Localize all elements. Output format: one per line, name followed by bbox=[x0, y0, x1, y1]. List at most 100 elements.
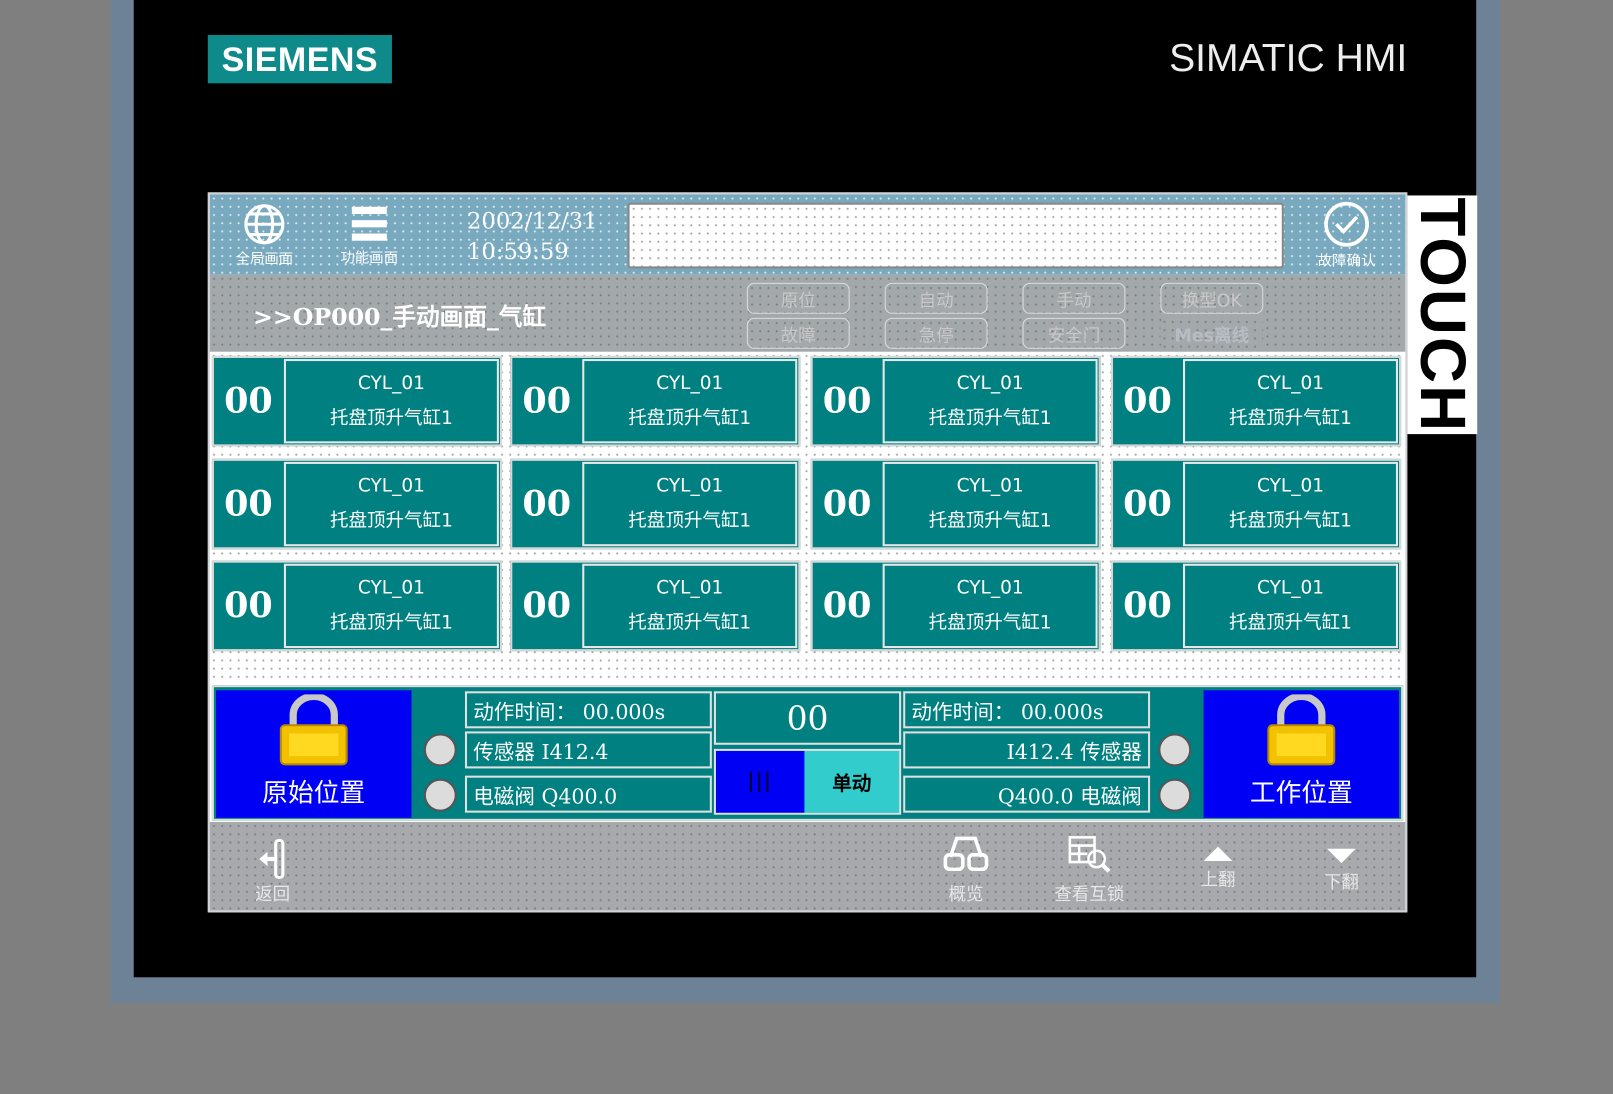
cylinder-number: 00 bbox=[713, 691, 902, 745]
cylinder-number: 00 bbox=[822, 585, 872, 627]
global-screen-button[interactable]: 全局画面 bbox=[218, 203, 311, 269]
cylinder-name-button[interactable]: CYL_01 托盘顶升气缸1 bbox=[283, 461, 499, 547]
cylinder-id: CYL_01 bbox=[1256, 576, 1325, 599]
cylinder-number: 00 bbox=[1123, 585, 1172, 627]
cylinder-number: 00 bbox=[522, 483, 572, 525]
cylinder-id: CYL_01 bbox=[357, 576, 425, 599]
header-bar: 全局画面 功能画面 2002/12/31 10:59:59 故障确认 bbox=[209, 194, 1406, 275]
home-position-button[interactable]: 原始位置 bbox=[216, 690, 412, 818]
cylinder-number: 00 bbox=[1123, 380, 1172, 422]
cylinder-name-button[interactable]: CYL_01 托盘顶升气缸1 bbox=[582, 461, 798, 547]
model-label: SIMATIC HMI bbox=[1169, 37, 1408, 81]
cylinder-description: 托盘顶升气缸1 bbox=[628, 612, 752, 634]
cylinder-name-button[interactable]: CYL_01 托盘顶升气缸1 bbox=[582, 563, 798, 649]
cylinder-description: 托盘顶升气缸1 bbox=[329, 510, 453, 533]
cylinder-name-button[interactable]: CYL_01 托盘顶升气缸1 bbox=[882, 563, 1098, 649]
mode-indicator: 单动 bbox=[713, 748, 902, 815]
date-display: 2002/12/31 bbox=[467, 208, 598, 235]
cylinder-name-button[interactable]: CYL_01 托盘顶升气缸1 bbox=[1183, 461, 1399, 547]
check-circle-icon bbox=[1324, 201, 1369, 247]
cylinder-number: 00 bbox=[1123, 483, 1172, 525]
cylinder-id: CYL_01 bbox=[956, 372, 1024, 394]
cylinder-id: CYL_01 bbox=[956, 475, 1024, 497]
right-sensor: I412.4 传感器 bbox=[903, 731, 1151, 769]
cylinder-cell[interactable]: 00 CYL_01 托盘顶升气缸1 bbox=[211, 458, 503, 550]
overview-button[interactable]: 概览 bbox=[930, 834, 1002, 905]
cylinder-id: CYL_01 bbox=[357, 475, 425, 497]
cylinder-name-button[interactable]: CYL_01 托盘顶升气缸1 bbox=[1183, 359, 1399, 444]
work-position-button[interactable]: 工作位置 bbox=[1203, 690, 1400, 818]
touch-label: TOUCH bbox=[1406, 195, 1478, 435]
status-indicator: 手动 bbox=[1022, 282, 1126, 314]
lock-icon bbox=[1267, 694, 1336, 766]
cylinder-cell[interactable]: 00 CYL_01 托盘顶升气缸1 bbox=[211, 355, 503, 447]
cylinder-grid: 00 CYL_01 托盘顶升气缸1 00 CYL_01 托盘顶升气缸1 00 CYL_01 托盘… bbox=[209, 351, 1406, 681]
cylinder-cell[interactable]: 00 CYL_01 托盘顶升气缸1 bbox=[510, 458, 801, 550]
triangle-up-icon bbox=[1203, 846, 1233, 862]
glasses-icon bbox=[943, 836, 989, 872]
mode-bars-icon bbox=[715, 750, 805, 813]
datetime: 2002/12/31 10:59:59 bbox=[467, 207, 597, 269]
cylinder-name-button[interactable]: CYL_01 托盘顶升气缸1 bbox=[882, 359, 1098, 444]
view-interlock-button[interactable]: 查看互锁 bbox=[1038, 834, 1141, 905]
fault-ack-button[interactable]: 故障确认 bbox=[1300, 201, 1393, 271]
right-valve-button[interactable]: Q400.0 电磁阀 bbox=[903, 775, 1151, 813]
cylinder-cell[interactable]: 00 CYL_01 托盘顶升气缸1 bbox=[1110, 560, 1402, 652]
cylinder-cell[interactable]: 00 CYL_01 托盘顶升气缸1 bbox=[810, 560, 1101, 652]
cylinder-description: 托盘顶升气缸1 bbox=[329, 612, 453, 634]
cylinder-number: 00 bbox=[822, 380, 872, 422]
time-display: 10:59:59 bbox=[467, 239, 569, 266]
cylinder-cell[interactable]: 00 CYL_01 托盘顶升气缸1 bbox=[510, 355, 801, 447]
cylinder-cell[interactable]: 00 CYL_01 托盘顶升气缸1 bbox=[810, 355, 1101, 447]
status-indicator: Mes离线 bbox=[1160, 317, 1264, 349]
left-valve-button[interactable]: 电磁阀 Q400.0 bbox=[464, 775, 712, 813]
right-sensor-lamp bbox=[1158, 733, 1192, 767]
exit-icon bbox=[259, 838, 285, 880]
cylinder-id: CYL_01 bbox=[656, 576, 724, 599]
cylinder-description: 托盘顶升气缸1 bbox=[1229, 510, 1352, 533]
status-indicator: 急停 bbox=[884, 317, 988, 349]
cylinder-name-button[interactable]: CYL_01 托盘顶升气缸1 bbox=[582, 359, 798, 444]
cylinder-cell[interactable]: 00 CYL_01 托盘顶升气缸1 bbox=[1110, 458, 1402, 550]
cylinder-cell[interactable]: 00 CYL_01 托盘顶升气缸1 bbox=[510, 560, 801, 652]
cylinder-number: 00 bbox=[224, 483, 273, 525]
footer-bar: 返回 概览 查看互锁 上翻 下翻 bbox=[209, 821, 1406, 911]
cylinder-name-button[interactable]: CYL_01 托盘顶升气缸1 bbox=[283, 359, 499, 444]
screen-title: >>OP000_手动画面_气缸 bbox=[253, 303, 547, 332]
cylinder-name-button[interactable]: CYL_01 托盘顶升气缸1 bbox=[283, 563, 499, 649]
cylinder-number: 00 bbox=[224, 380, 273, 422]
cylinder-id: CYL_01 bbox=[656, 372, 724, 394]
menu-icon bbox=[351, 206, 387, 241]
cylinder-description: 托盘顶升气缸1 bbox=[928, 407, 1052, 430]
cylinder-number: 00 bbox=[224, 585, 273, 627]
cylinder-name-button[interactable]: CYL_01 托盘顶升气缸1 bbox=[1183, 563, 1399, 649]
cylinder-number: 00 bbox=[822, 483, 872, 525]
lock-icon bbox=[279, 694, 348, 766]
alarm-display bbox=[627, 202, 1284, 269]
cylinder-description: 托盘顶升气缸1 bbox=[1229, 407, 1352, 430]
cylinder-id: CYL_01 bbox=[357, 372, 425, 394]
page-up-button[interactable]: 上翻 bbox=[1187, 846, 1249, 891]
left-sensor: 传感器 I412.4 bbox=[464, 731, 712, 769]
cylinder-cell[interactable]: 00 CYL_01 托盘顶升气缸1 bbox=[810, 458, 1101, 550]
table-search-icon bbox=[1068, 836, 1111, 873]
status-indicator: 故障 bbox=[746, 317, 850, 349]
cylinder-name-button[interactable]: CYL_01 托盘顶升气缸1 bbox=[882, 461, 1098, 547]
function-screen-button[interactable]: 功能画面 bbox=[323, 205, 416, 268]
cylinder-cell[interactable]: 00 CYL_01 托盘顶升气缸1 bbox=[1110, 355, 1402, 447]
right-action-time: 动作时间： 00.000s bbox=[903, 691, 1151, 729]
cylinder-description: 托盘顶升气缸1 bbox=[928, 612, 1052, 634]
left-sensor-lamp bbox=[423, 733, 457, 767]
status-indicator: 安全门 bbox=[1022, 317, 1126, 349]
cylinder-description: 托盘顶升气缸1 bbox=[1229, 612, 1352, 634]
cylinder-id: CYL_01 bbox=[656, 475, 724, 497]
single-mode-button[interactable]: 单动 bbox=[804, 750, 900, 813]
cylinder-id: CYL_01 bbox=[956, 576, 1024, 599]
cylinder-description: 托盘顶升气缸1 bbox=[628, 510, 752, 533]
cylinder-detail-panel: 原始位置 动作时间： 00.000s 传感器 I412.4 电磁阀 Q400.0… bbox=[211, 685, 1404, 821]
siemens-logo: SIEMENS bbox=[207, 34, 392, 84]
triangle-down-icon bbox=[1327, 848, 1356, 864]
page-down-button[interactable]: 下翻 bbox=[1311, 848, 1373, 893]
cylinder-cell[interactable]: 00 CYL_01 托盘顶升气缸1 bbox=[211, 560, 503, 652]
back-button[interactable]: 返回 bbox=[247, 838, 298, 905]
